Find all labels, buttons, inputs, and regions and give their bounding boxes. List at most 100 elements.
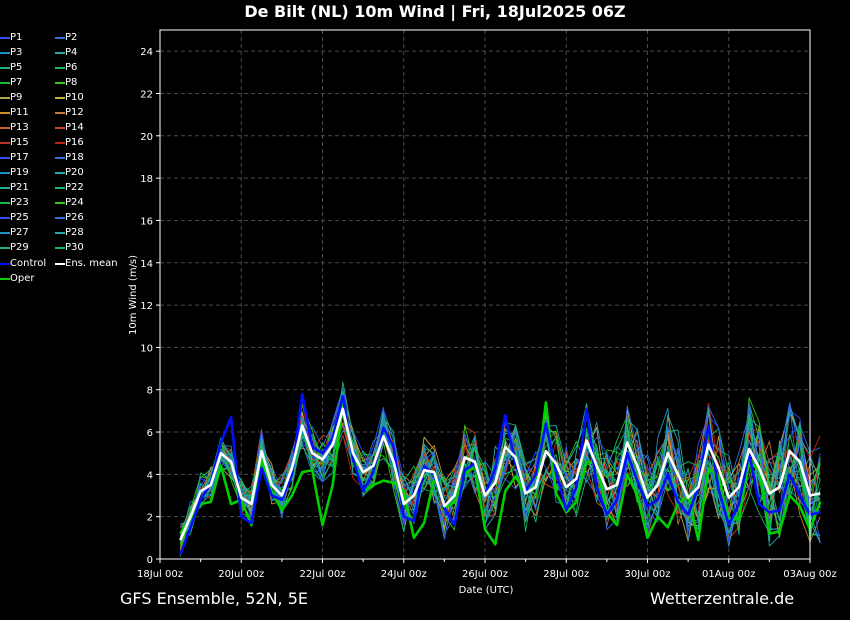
- series-ens-mean: [179, 407, 821, 541]
- x-tick-label: 01Aug 00z: [702, 569, 755, 580]
- legend-swatch: [55, 247, 65, 249]
- x-axis-label: Date (UTC): [459, 585, 514, 596]
- footer-model-label: GFS Ensemble, 52N, 5E: [120, 589, 308, 608]
- legend-label: P18: [65, 152, 84, 163]
- legend-label: P7: [10, 77, 23, 88]
- legend-swatch: [0, 142, 10, 144]
- legend-label: P22: [65, 182, 84, 193]
- y-tick-label: 0: [147, 555, 153, 566]
- legend-swatch: [0, 172, 10, 174]
- legend-label: P27: [10, 227, 29, 238]
- y-tick-label: 2: [147, 513, 153, 524]
- legend-label: P26: [65, 212, 84, 223]
- legend-swatch: [0, 263, 10, 265]
- legend-swatch: [0, 232, 10, 234]
- y-tick-label: 4: [147, 470, 153, 481]
- legend-label: P9: [10, 92, 23, 103]
- x-tick-label: 18Jul 00z: [137, 569, 183, 580]
- x-tick-label: 26Jul 00z: [462, 569, 508, 580]
- y-tick-label: 24: [140, 47, 153, 58]
- series-oper: [179, 401, 822, 546]
- x-tick-label: 03Aug 00z: [783, 569, 836, 580]
- legend-swatch: [55, 157, 65, 159]
- legend-label: P6: [65, 62, 78, 73]
- legend-swatch: [55, 37, 65, 39]
- legend-label: P1: [10, 32, 23, 43]
- legend-label: P23: [10, 197, 29, 208]
- footer-site-label: Wetterzentrale.de: [650, 589, 795, 608]
- legend-swatch: [55, 263, 65, 265]
- legend-swatch: [55, 82, 65, 84]
- legend-label: P17: [10, 152, 29, 163]
- series-P30: [180, 392, 821, 543]
- legend-label: P30: [65, 242, 84, 253]
- x-tick-label: 30Jul 00z: [625, 569, 671, 580]
- legend-label: P2: [65, 32, 78, 43]
- y-tick-label: 16: [140, 216, 153, 227]
- legend-label: P4: [65, 47, 78, 58]
- legend-swatch: [55, 232, 65, 234]
- legend-label: P25: [10, 212, 29, 223]
- y-tick-label: 6: [147, 428, 153, 439]
- legend-label: P5: [10, 62, 23, 73]
- series-P25: [179, 388, 821, 554]
- legend-label: P20: [65, 167, 84, 178]
- legend-swatch: [55, 67, 65, 69]
- x-tick-label: 24Jul 00z: [381, 569, 427, 580]
- legend-swatch: [55, 142, 65, 144]
- legend-label: P24: [65, 197, 84, 208]
- legend-swatch: [0, 217, 10, 219]
- x-tick-label: 22Jul 00z: [300, 569, 346, 580]
- legend-swatch: [55, 127, 65, 129]
- legend-label: P21: [10, 182, 29, 193]
- legend-label: P10: [65, 92, 84, 103]
- legend-swatch: [0, 52, 10, 54]
- legend-swatch: [0, 37, 10, 39]
- legend-label: P3: [10, 47, 23, 58]
- legend-label: P19: [10, 167, 29, 178]
- legend-label: P16: [65, 137, 84, 148]
- y-tick-label: 18: [140, 174, 153, 185]
- x-tick-label: 20Jul 00z: [218, 569, 264, 580]
- legend-swatch: [0, 202, 10, 204]
- legend-swatch: [55, 202, 65, 204]
- legend-swatch: [0, 97, 10, 99]
- legend-swatch: [0, 157, 10, 159]
- y-tick-label: 10: [140, 343, 153, 354]
- legend-swatch: [0, 247, 10, 249]
- legend-label: P13: [10, 122, 29, 133]
- chart-title: De Bilt (NL) 10m Wind | Fri, 18Jul2025 0…: [244, 2, 626, 21]
- legend-label: Control: [10, 258, 47, 269]
- main-lines: [179, 392, 822, 556]
- legend-swatch: [55, 52, 65, 54]
- legend-label: Ens. mean: [65, 258, 118, 269]
- legend-label: P29: [10, 242, 29, 253]
- legend-swatch: [55, 187, 65, 189]
- y-tick-label: 22: [140, 89, 153, 100]
- legend-swatch: [0, 82, 10, 84]
- y-tick-label: 14: [140, 259, 153, 270]
- legend-label: P11: [10, 107, 29, 118]
- series-P29: [179, 381, 821, 534]
- legend-swatch: [55, 172, 65, 174]
- legend-swatch: [0, 127, 10, 129]
- legend-label: Oper: [10, 273, 35, 284]
- y-axis-label: 10m Wind (m/s): [128, 255, 139, 335]
- legend-swatch: [0, 112, 10, 114]
- x-tick-label: 28Jul 00z: [543, 569, 589, 580]
- legend-label: P28: [65, 227, 84, 238]
- legend-label: P8: [65, 77, 78, 88]
- legend-label: P15: [10, 137, 29, 148]
- legend-swatch: [0, 67, 10, 69]
- legend-swatch: [55, 112, 65, 114]
- y-tick-label: 20: [140, 132, 153, 143]
- legend-label: P14: [65, 122, 84, 133]
- y-tick-label: 12: [140, 301, 153, 312]
- legend-label: P12: [65, 107, 84, 118]
- legend-swatch: [0, 278, 10, 280]
- legend-swatch: [55, 217, 65, 219]
- legend-swatch: [55, 97, 65, 99]
- legend-swatch: [0, 187, 10, 189]
